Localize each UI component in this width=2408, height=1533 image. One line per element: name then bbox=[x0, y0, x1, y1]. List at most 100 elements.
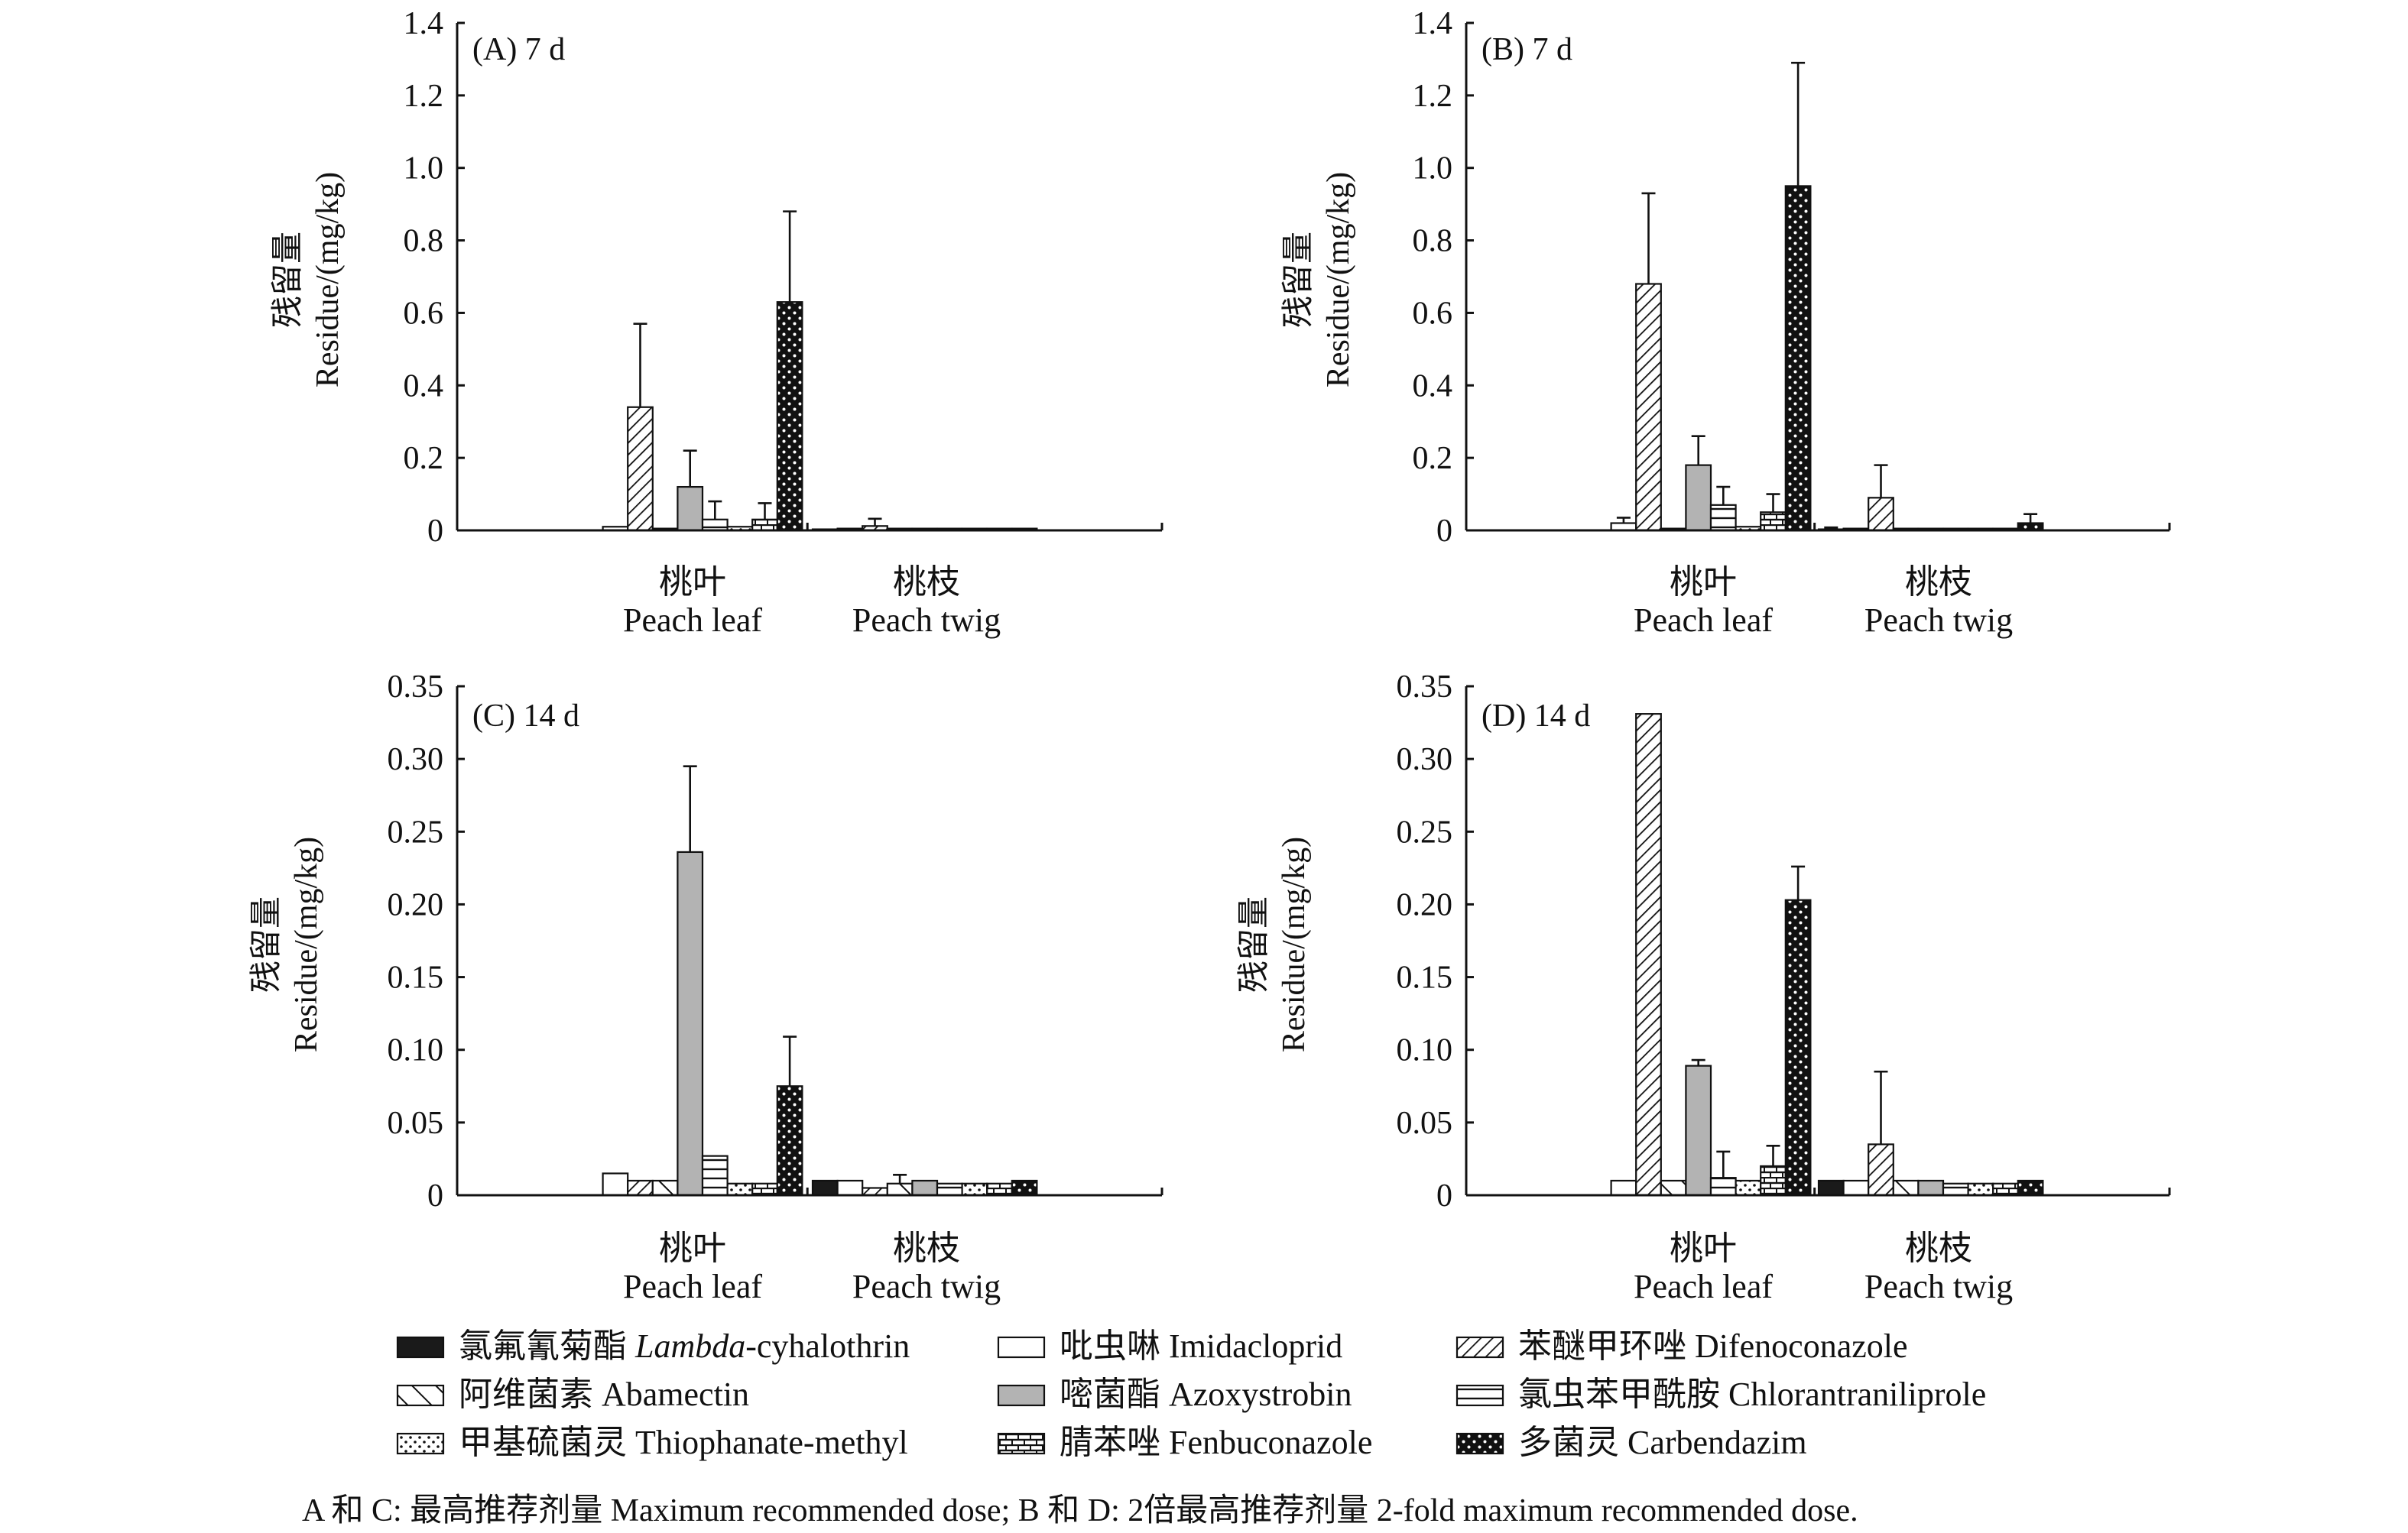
panel-d-cat-2-en: Peach twig bbox=[1864, 1268, 2013, 1305]
panel-c-bar-azoxy-twig bbox=[911, 1179, 939, 1197]
panel-a-bar-fenbu-leaf bbox=[751, 518, 778, 532]
panel-d-y-tick-label: 0.05 bbox=[1397, 1106, 1453, 1141]
panel-d-bars bbox=[1610, 713, 2044, 1197]
panel-b-axes: 0 0.2 0.4 0.6 0.8 1.0 1.2 1.4 bbox=[1413, 6, 2171, 549]
panel-c-cat-1-en: Peach leaf bbox=[623, 1268, 762, 1305]
panel-b-cat-1-cn: 桃叶 bbox=[1670, 563, 1737, 601]
legend-label-carb: 多菌灵 Carbendazim bbox=[1518, 1424, 1807, 1461]
legend-label-fenbu: 腈苯唑 Fenbuconazole bbox=[1060, 1424, 1372, 1461]
panel-b-cat-2-en: Peach twig bbox=[1864, 601, 2013, 639]
panel-a-cat-2-en: Peach twig bbox=[852, 601, 1001, 639]
panel-a-y-tick-label: 0.2 bbox=[404, 441, 444, 476]
panel-d-cat-2-cn: 桃枝 bbox=[1905, 1230, 1972, 1267]
panel-d-bar-azoxy-twig bbox=[1917, 1179, 1945, 1197]
panel-c-y-tick-label: 0.35 bbox=[388, 669, 444, 705]
panel-d-ylabel-cn: 残留量 bbox=[1237, 896, 1272, 993]
panel-d-bar-thioph-leaf bbox=[1735, 1179, 1762, 1197]
panel-c-bar-imida-leaf bbox=[602, 1172, 629, 1197]
panel-d-bar-fenbu-leaf bbox=[1760, 1165, 1787, 1197]
panel-c: 0 0.05 0.10 0.15 0.20 0.25 0.30 0.35 (C) 14 d 残… bbox=[249, 669, 1163, 1305]
panel-a-y-tick-label: 0 bbox=[427, 514, 443, 549]
panel-d-bar-azoxy-leaf bbox=[1685, 1065, 1712, 1197]
panel-c-cat-1-cn: 桃叶 bbox=[659, 1230, 726, 1267]
panel-a-title: (A) 7 d bbox=[472, 32, 565, 67]
panel-a-y-tick-label: 0.4 bbox=[404, 368, 444, 404]
panel-c-bar-fenbu-twig bbox=[986, 1182, 1013, 1197]
legend-swatch-thioph bbox=[396, 1432, 445, 1455]
panel-a: 0 0.2 0.4 0.6 0.8 1.0 1.2 1.4 (A) 7 d 残留量 Resid… bbox=[271, 6, 1163, 639]
panel-c-y-tick-label: 0.20 bbox=[388, 887, 444, 922]
panel-d-y-tick-label: 0.20 bbox=[1397, 887, 1453, 922]
panel-b-bar-difeno-twig bbox=[1868, 497, 1894, 532]
panel-c-y-tick-label: 0.05 bbox=[388, 1106, 444, 1141]
panel-a-bar-carb-leaf bbox=[776, 301, 803, 532]
panel-b-bars bbox=[1610, 61, 2044, 532]
panel-b-bar-carb-leaf bbox=[1784, 185, 1812, 532]
panel-d-y-tick-label: 0.30 bbox=[1397, 742, 1453, 777]
panel-d-bar-carb-leaf bbox=[1784, 899, 1812, 1197]
panel-c-bars bbox=[602, 765, 1038, 1197]
panel-c-bar-carb-twig bbox=[1011, 1179, 1038, 1197]
panel-b-y-tick-label: 0.8 bbox=[1413, 224, 1453, 259]
legend-swatch-fenbu bbox=[997, 1432, 1046, 1455]
panel-a-y-tick-label: 1.2 bbox=[404, 79, 444, 114]
panel-c-bar-azoxy-leaf bbox=[677, 851, 704, 1197]
panel-b: 0 0.2 0.4 0.6 0.8 1.0 1.2 1.4 (B) 7 d 残留量 Resid… bbox=[1281, 6, 2171, 639]
legend-swatch-difeno bbox=[1456, 1336, 1504, 1359]
panel-d-bar-lambda-twig bbox=[1817, 1179, 1845, 1197]
panel-d-cat-1-cn: 桃叶 bbox=[1670, 1230, 1737, 1267]
panel-c-cat-2-cn: 桃枝 bbox=[893, 1230, 960, 1267]
panel-d-y-tick-label: 0.25 bbox=[1397, 815, 1453, 850]
panel-d-bar-difeno-twig bbox=[1868, 1143, 1894, 1197]
panel-c-axes: 0 0.05 0.10 0.15 0.20 0.25 0.30 0.35 bbox=[388, 669, 1163, 1214]
legend-label-difeno: 苯醚甲环唑 Difenoconazole bbox=[1518, 1327, 1908, 1365]
panel-c-ylabel: Residue/(mg/kg) bbox=[289, 837, 324, 1052]
panel-b-bar-chlor-leaf bbox=[1709, 504, 1737, 532]
panel-a-y-tick-label: 0.8 bbox=[404, 224, 444, 259]
panel-d-bar-abam-twig bbox=[1892, 1179, 1920, 1197]
panel-a-cat-2-cn: 桃枝 bbox=[893, 563, 960, 601]
panel-b-title: (B) 7 d bbox=[1481, 32, 1572, 67]
panel-a-y-tick-label: 0.6 bbox=[404, 296, 444, 331]
panel-d-bar-imida-twig bbox=[1842, 1179, 1870, 1197]
panel-d-axes: 0 0.05 0.10 0.15 0.20 0.25 0.30 0.35 bbox=[1397, 669, 2171, 1214]
panel-c-bar-chlor-leaf bbox=[701, 1155, 729, 1197]
panel-b-y-tick-label: 0.4 bbox=[1413, 368, 1453, 404]
panel-c-cat-2-en: Peach twig bbox=[852, 1268, 1001, 1305]
panel-c-bar-abam-leaf bbox=[651, 1179, 679, 1197]
legend-label-abam: 阿维菌素 Abamectin bbox=[459, 1376, 749, 1413]
legend-swatch-imida bbox=[997, 1336, 1046, 1359]
panel-c-bar-thioph-leaf bbox=[726, 1182, 754, 1197]
panel-d-y-tick-label: 0.10 bbox=[1397, 1033, 1453, 1068]
panel-c-y-tick-label: 0 bbox=[427, 1178, 443, 1214]
panel-d: 0 0.05 0.10 0.15 0.20 0.25 0.30 0.35 (D) 14 d 残… bbox=[1237, 669, 2171, 1305]
panel-c-y-tick-label: 0.30 bbox=[388, 742, 444, 777]
panel-b-ylabel-cn: 残留量 bbox=[1281, 232, 1316, 328]
panel-b-cat-1-en: Peach leaf bbox=[1634, 601, 1773, 639]
legend-label-azoxy: 嘧菌酯 Azoxystrobin bbox=[1060, 1376, 1352, 1413]
panel-c-bar-lambda-twig bbox=[811, 1179, 839, 1197]
legend-swatch-lambda bbox=[396, 1336, 445, 1359]
panel-b-y-tick-label: 1.2 bbox=[1413, 79, 1453, 114]
panel-d-bar-abam-leaf bbox=[1660, 1179, 1687, 1197]
panel-c-bar-chlor-twig bbox=[936, 1182, 963, 1197]
panel-d-bar-thioph-twig bbox=[1967, 1182, 1994, 1197]
panel-c-y-tick-label: 0.10 bbox=[388, 1033, 444, 1068]
panel-a-y-tick-label: 1.4 bbox=[404, 6, 444, 41]
panel-b-cat-2-cn: 桃枝 bbox=[1905, 563, 1972, 601]
panel-d-y-tick-label: 0.15 bbox=[1397, 961, 1453, 996]
panel-d-y-tick-label: 0.35 bbox=[1397, 669, 1453, 705]
panel-a-bar-azoxy-leaf bbox=[677, 485, 704, 532]
panel-c-bar-imida-twig bbox=[836, 1179, 864, 1197]
legend-label-chlor: 氯虫苯甲酰胺 Chlorantraniliprole bbox=[1518, 1376, 1986, 1413]
panel-c-ylabel-cn: 残留量 bbox=[249, 896, 284, 993]
panel-b-y-tick-label: 0 bbox=[1436, 514, 1452, 549]
panel-d-bar-fenbu-twig bbox=[1992, 1182, 2019, 1197]
legend: 氯氟氰菊酯 Lambda-cyhalothrin 阿维菌素 Abamectin … bbox=[396, 1327, 1986, 1461]
panel-c-bar-carb-leaf bbox=[776, 1085, 803, 1197]
panel-d-bar-difeno-leaf bbox=[1635, 713, 1662, 1197]
legend-label-thioph: 甲基硫菌灵 Thiophanate-methyl bbox=[459, 1424, 908, 1461]
legend-label-lambda: 氯氟氰菊酯 Lambda-cyhalothrin bbox=[459, 1327, 910, 1365]
panel-a-ylabel-cn: 残留量 bbox=[271, 232, 306, 328]
